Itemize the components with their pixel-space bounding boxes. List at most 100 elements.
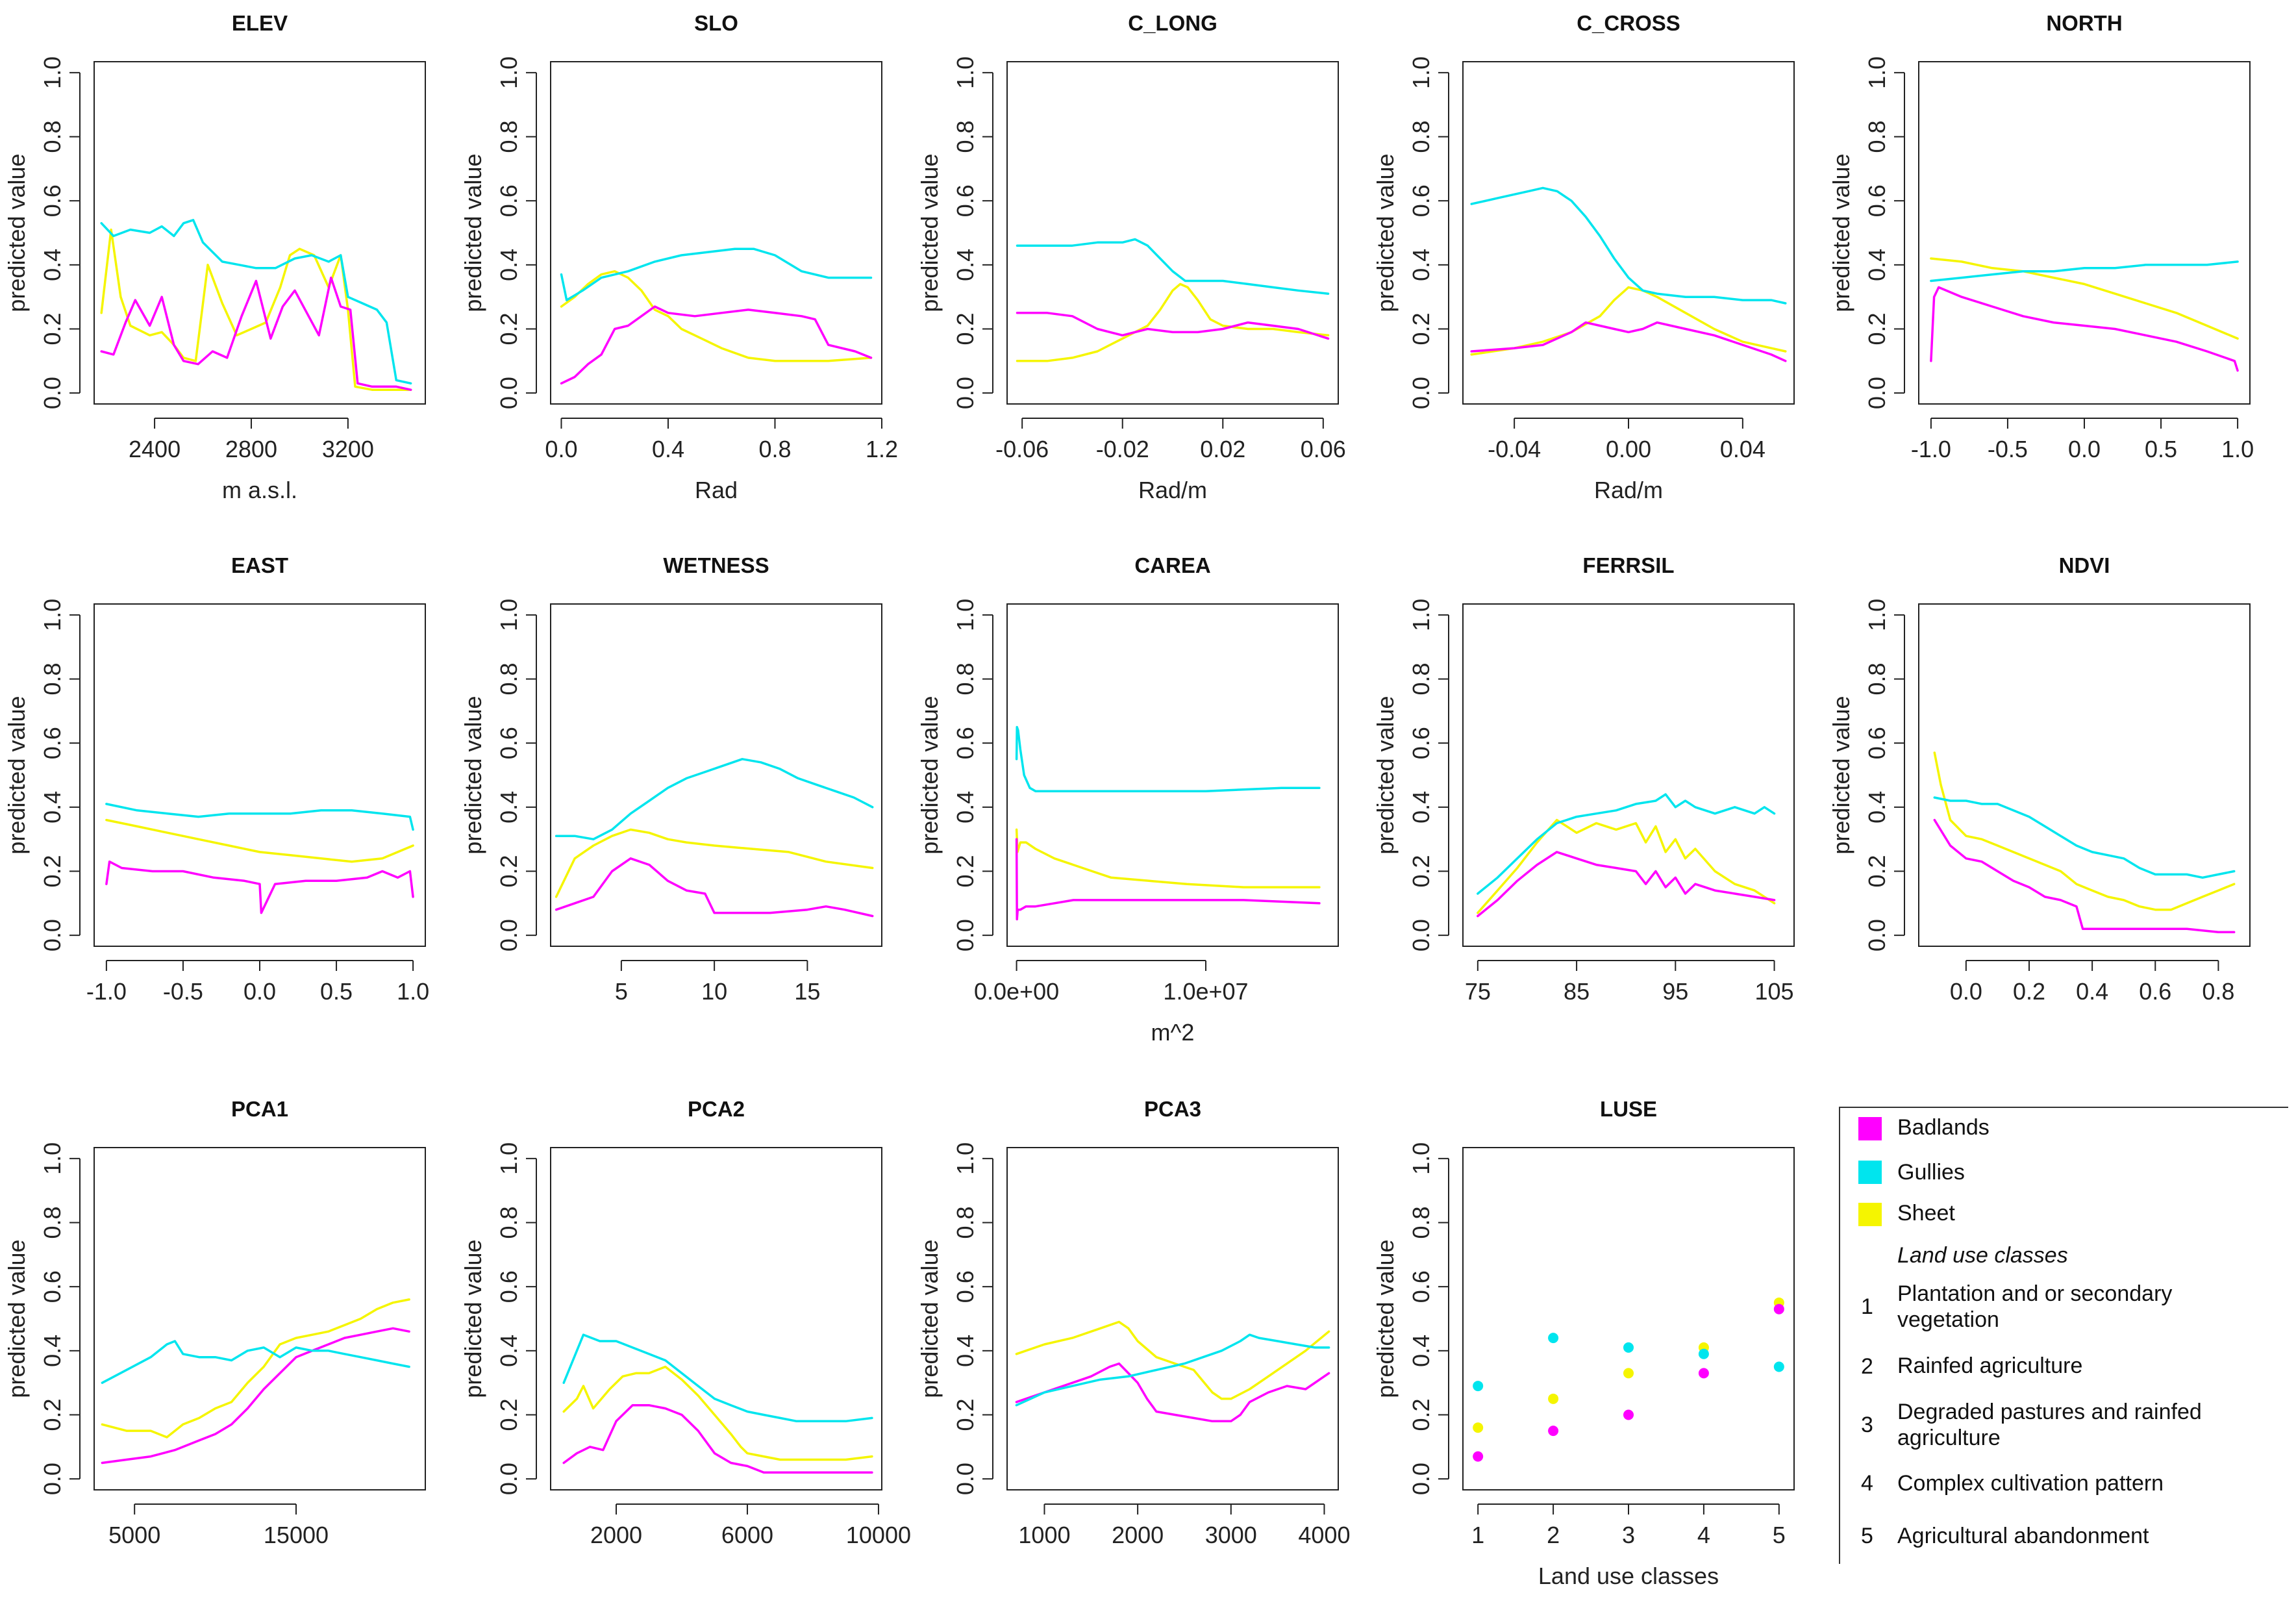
x-axis: -0.04 0.00 0.04 Rad/m <box>1488 418 1766 503</box>
series-line-sheet <box>1016 283 1330 362</box>
series-line-sheet <box>1930 257 2239 340</box>
point-gullies <box>1698 1348 1709 1359</box>
series-line-badlands <box>1015 838 1321 921</box>
series-line-badlands <box>555 857 874 918</box>
series-line-gullies <box>560 247 873 301</box>
x-tick-label: 0.0 <box>2068 436 2101 462</box>
panel-c_long: C_LONG 0.0 0.2 0.4 0.6 0.8 1.0 predicted value -… <box>916 11 1346 503</box>
y-tick-label: 0.4 <box>39 791 66 824</box>
series-line-badlands <box>1470 321 1787 362</box>
x-tick-label: 15000 <box>264 1522 329 1548</box>
x-tick-label: 0.2 <box>2013 978 2045 1005</box>
plot-frame <box>550 603 882 947</box>
x-axis: 75 85 95 105 <box>1465 960 1794 1005</box>
panel-title: PCA2 <box>688 1097 745 1121</box>
y-axis-label: predicted value <box>460 153 486 312</box>
y-axis-label: predicted value <box>916 153 943 312</box>
y-tick-label: 0.0 <box>1864 919 1890 951</box>
y-tick-label: 0.8 <box>495 662 522 695</box>
y-tick-label: 0.6 <box>1864 184 1890 217</box>
x-tick-label: -0.06 <box>995 436 1049 462</box>
y-tick-label: 0.4 <box>952 1335 979 1367</box>
y-tick-label: 0.2 <box>1408 1398 1434 1431</box>
y-tick-label: 0.6 <box>952 1270 979 1303</box>
series-line-sheet <box>1015 1320 1330 1400</box>
series-line-badlands <box>1477 851 1776 918</box>
x-tick-label: 3000 <box>1205 1522 1257 1548</box>
y-axis-label: predicted value <box>3 1239 30 1398</box>
y-axis-label: predicted value <box>1828 153 1854 312</box>
y-tick-label: 0.2 <box>495 312 522 345</box>
x-axis: 0.0 0.4 0.8 1.2 Rad <box>545 418 898 503</box>
y-tick-label: 0.6 <box>495 727 522 759</box>
plot-frame <box>1462 603 1795 947</box>
y-tick-label: 0.2 <box>1864 855 1890 887</box>
point-badlands <box>1548 1426 1559 1437</box>
x-tick-label: 1 <box>1471 1522 1484 1548</box>
y-tick-label: 0.4 <box>952 249 979 281</box>
panel-title: NDVI <box>2059 553 2110 577</box>
y-tick-label: 0.4 <box>1408 249 1434 281</box>
x-tick-label: 10 <box>701 978 727 1005</box>
x-axis-label: Rad <box>695 477 738 503</box>
series-line-gullies <box>1933 796 2236 879</box>
y-axis: 0.0 0.2 0.4 0.6 0.8 1.0 predicted value <box>460 1142 537 1495</box>
y-tick-label: 1.0 <box>952 1142 979 1175</box>
series-line-badlands <box>1016 312 1330 340</box>
y-tick-label: 1.0 <box>1408 57 1434 89</box>
y-axis: 0.0 0.2 0.4 0.6 0.8 1.0 predicted value <box>916 1142 993 1495</box>
y-tick-label: 0.2 <box>1408 855 1434 887</box>
series-line-badlands <box>1930 286 2239 372</box>
point-sheet <box>1548 1393 1559 1404</box>
y-tick-label: 0.4 <box>39 249 66 281</box>
y-axis: 0.0 0.2 0.4 0.6 0.8 1.0 predicted value <box>1828 599 1905 951</box>
x-tick-label: 1000 <box>1018 1522 1070 1548</box>
x-tick-label: 0.04 <box>1720 436 1766 462</box>
y-tick-label: 0.6 <box>1408 184 1434 217</box>
class-label-4: Complex cultivation pattern <box>1897 1471 2164 1496</box>
series-line-badlands <box>101 1327 410 1465</box>
class-label-1: Plantation and or secondary vegetation <box>1897 1281 2173 1332</box>
panel-title: LUSE <box>1600 1097 1657 1121</box>
plot-frame <box>550 1147 882 1490</box>
x-tick-label: 0.0 <box>1950 978 1982 1005</box>
panel-title: SLO <box>694 11 738 35</box>
series-line-badlands <box>100 276 412 391</box>
legend-swatch-gullies <box>1858 1161 1882 1184</box>
x-tick-label: -1.0 <box>86 978 127 1005</box>
series-badlands <box>1473 1303 1784 1462</box>
y-tick-label: 1.0 <box>495 1142 522 1175</box>
y-tick-label: 1.0 <box>1864 57 1890 89</box>
panel-east: EAST 0.0 0.2 0.4 0.6 0.8 1.0 predicted value -1.… <box>3 553 429 1005</box>
y-tick-label: 0.2 <box>1408 312 1434 345</box>
class-number-2: 2 <box>1861 1354 1873 1379</box>
y-tick-label: 0.4 <box>495 1335 522 1367</box>
x-tick-label: 4 <box>1697 1522 1710 1548</box>
y-axis-label: predicted value <box>3 696 30 854</box>
plot-frame <box>1918 603 2251 947</box>
y-tick-label: 0.8 <box>39 1206 66 1239</box>
y-axis-label: predicted value <box>1828 696 1854 854</box>
y-tick-label: 0.0 <box>1408 919 1434 951</box>
series-line-gullies <box>101 1340 410 1384</box>
series-line-badlands <box>560 305 873 385</box>
point-badlands <box>1473 1451 1484 1462</box>
series-line-sheet <box>1477 818 1776 914</box>
y-axis: 0.0 0.2 0.4 0.6 0.8 1.0 predicted value <box>3 57 81 409</box>
y-tick-label: 0.6 <box>495 1270 522 1303</box>
series-line-sheet <box>1933 751 2236 911</box>
x-tick-label: 75 <box>1465 978 1491 1005</box>
class-number-3: 3 <box>1861 1413 1873 1437</box>
y-tick-label: 1.0 <box>952 57 979 89</box>
x-tick-label: 0.5 <box>320 978 353 1005</box>
class-label-5: Agricultural abandonment <box>1897 1524 2149 1548</box>
y-axis: 0.0 0.2 0.4 0.6 0.8 1.0 predicted value <box>3 599 81 951</box>
y-axis: 0.0 0.2 0.4 0.6 0.8 1.0 predicted value <box>916 57 993 409</box>
y-tick-label: 1.0 <box>952 599 979 631</box>
series-line-gullies <box>1015 725 1321 792</box>
y-axis: 0.0 0.2 0.4 0.6 0.8 1.0 predicted value <box>916 599 993 951</box>
y-tick-label: 0.0 <box>495 919 522 951</box>
series-line-sheet <box>555 828 874 898</box>
y-tick-label: 0.6 <box>495 184 522 217</box>
y-tick-label: 0.4 <box>1864 249 1890 281</box>
